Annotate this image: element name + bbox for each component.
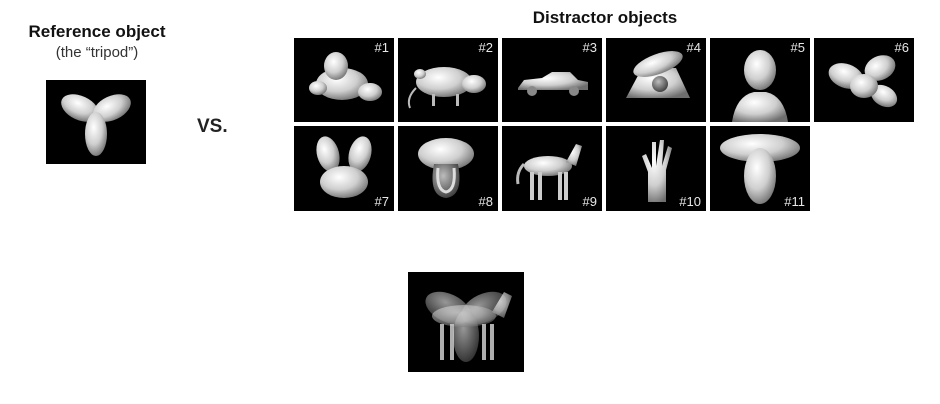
composite-overlay-image xyxy=(408,272,524,372)
distractor-label-1: #1 xyxy=(374,40,389,55)
car-icon xyxy=(518,72,588,96)
blob-object-icon xyxy=(309,52,382,101)
horse-icon xyxy=(516,144,582,200)
distractor-tile-1: #1 xyxy=(294,38,394,122)
distractor-tile-11: #11 xyxy=(710,126,810,211)
distractor-tile-6: #6 xyxy=(814,38,914,122)
distractor-label-7: #7 xyxy=(374,194,389,209)
distractor-label-3: #3 xyxy=(582,40,597,55)
distractor-tile-10: #10 xyxy=(606,126,706,211)
distractor-tile-3: #3 xyxy=(502,38,602,122)
distractor-label-8: #8 xyxy=(478,194,493,209)
four-lobe-blob-icon xyxy=(828,55,898,108)
reference-tripod-image xyxy=(46,80,146,164)
distractor-label-6: #6 xyxy=(894,40,909,55)
head-bust-icon xyxy=(732,50,788,122)
distractor-label-9: #9 xyxy=(582,194,597,209)
distractor-tile-7: #7 xyxy=(294,126,394,211)
bunny-blob-icon xyxy=(316,136,372,198)
mushroom-icon xyxy=(418,138,474,198)
distractor-title: Distractor objects xyxy=(532,8,678,27)
tripod-icon xyxy=(61,94,131,156)
tripod-horse-overlay-icon xyxy=(425,291,512,362)
reference-title: Reference object xyxy=(28,22,166,41)
distractor-label-10: #10 xyxy=(679,194,701,209)
distractor-label-11: #11 xyxy=(784,194,805,209)
telephone-icon xyxy=(626,51,690,98)
distractor-tile-9: #9 xyxy=(502,126,602,211)
distractor-label-2: #2 xyxy=(478,40,493,55)
vs-label: VS. xyxy=(197,116,228,137)
rat-icon xyxy=(407,67,486,109)
distractor-tile-8: #8 xyxy=(398,126,498,211)
distractor-tile-4: #4 xyxy=(606,38,706,122)
distractor-label-5: #5 xyxy=(790,40,805,55)
distractor-label-4: #4 xyxy=(686,40,701,55)
reference-subtitle: (the “tripod”) xyxy=(55,44,139,61)
hand-icon xyxy=(642,140,672,202)
t-shape-blob-icon xyxy=(720,134,800,204)
distractor-tile-2: #2 xyxy=(398,38,498,122)
distractor-tile-5: #5 xyxy=(710,38,810,122)
